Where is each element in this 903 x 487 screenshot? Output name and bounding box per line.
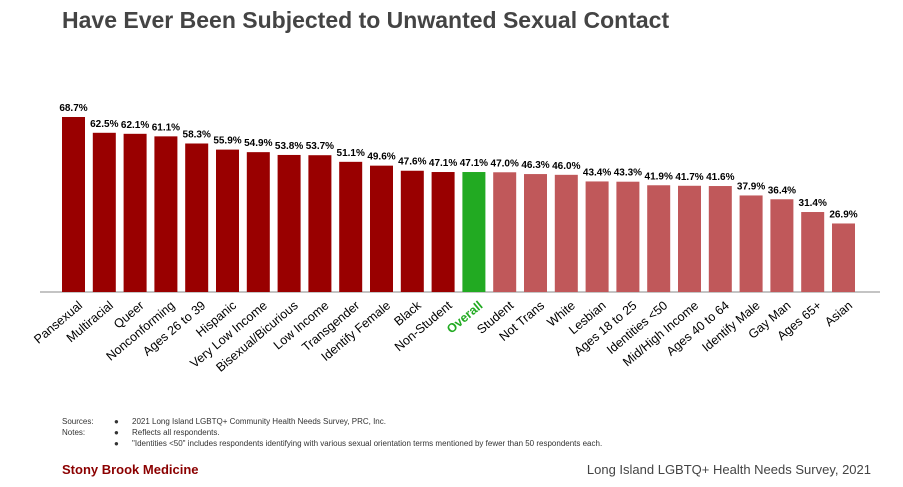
note-text: "Identities <50" includes respondents id…: [132, 439, 603, 448]
bar: [154, 136, 178, 292]
bar: [739, 195, 763, 292]
bar: [554, 174, 578, 292]
bar: [308, 155, 332, 292]
bullet: ●: [114, 417, 119, 426]
data-label: 62.5%: [90, 119, 118, 130]
footer-brand: Stony Brook Medicine: [62, 462, 199, 477]
bar: [832, 223, 855, 292]
bar: [185, 143, 209, 292]
bar: [616, 181, 640, 292]
bar: [770, 199, 794, 292]
bar: [431, 172, 455, 292]
source-text: 2021 Long Island LGBTQ+ Community Health…: [132, 417, 386, 426]
data-label: 61.1%: [152, 122, 180, 133]
data-label: 68.7%: [59, 103, 87, 114]
bar: [493, 172, 517, 292]
data-label: 43.3%: [614, 168, 642, 179]
note-text: Reflects all respondents.: [132, 428, 220, 437]
footer-survey-name: Long Island LGBTQ+ Health Needs Survey, …: [586, 462, 871, 477]
data-label: 51.1%: [337, 148, 365, 159]
data-label: 31.4%: [799, 198, 827, 209]
bar: [92, 132, 116, 292]
bar: [462, 172, 486, 292]
data-label: 41.6%: [706, 172, 734, 183]
data-label: 41.9%: [645, 171, 673, 182]
bar: [678, 185, 701, 292]
data-label: 36.4%: [768, 185, 796, 196]
data-label: 26.9%: [829, 209, 857, 220]
data-label: 41.7%: [675, 172, 703, 183]
data-label: 49.6%: [367, 152, 395, 163]
bar-chart: 68.7%Pansexual62.5%Multiracial62.1%Queer…: [31, 103, 880, 375]
bar: [216, 149, 239, 292]
notes-label: Notes:: [62, 428, 86, 437]
bar: [246, 152, 270, 292]
sources-label: Sources:: [62, 417, 94, 426]
bullet: ●: [114, 428, 119, 437]
data-label: 58.3%: [183, 129, 211, 140]
bar: [801, 212, 825, 292]
bullet: ●: [114, 439, 119, 448]
bar: [339, 161, 363, 292]
bar: [400, 170, 424, 292]
bar: [62, 117, 85, 292]
category-tick-label: Asian: [822, 298, 855, 329]
data-label: 47.6%: [398, 157, 426, 168]
bar: [585, 181, 609, 292]
bar: [370, 165, 393, 292]
data-label: 46.3%: [521, 160, 549, 171]
bar: [123, 133, 147, 292]
data-label: 47.1%: [460, 158, 488, 169]
data-label: 47.0%: [491, 158, 519, 169]
data-label: 55.9%: [213, 136, 241, 147]
data-label: 46.0%: [552, 161, 580, 172]
bar: [647, 185, 671, 292]
data-label: 37.9%: [737, 181, 765, 192]
chart-title: Have Ever Been Subjected to Unwanted Sex…: [62, 7, 670, 33]
data-label: 47.1%: [429, 158, 457, 169]
bar: [524, 174, 547, 292]
bar: [708, 186, 732, 292]
data-label: 53.8%: [275, 141, 303, 152]
data-label: 54.9%: [244, 138, 272, 149]
data-label: 62.1%: [121, 120, 149, 131]
data-label: 53.7%: [306, 141, 334, 152]
bar: [277, 154, 301, 292]
data-label: 43.4%: [583, 167, 611, 178]
